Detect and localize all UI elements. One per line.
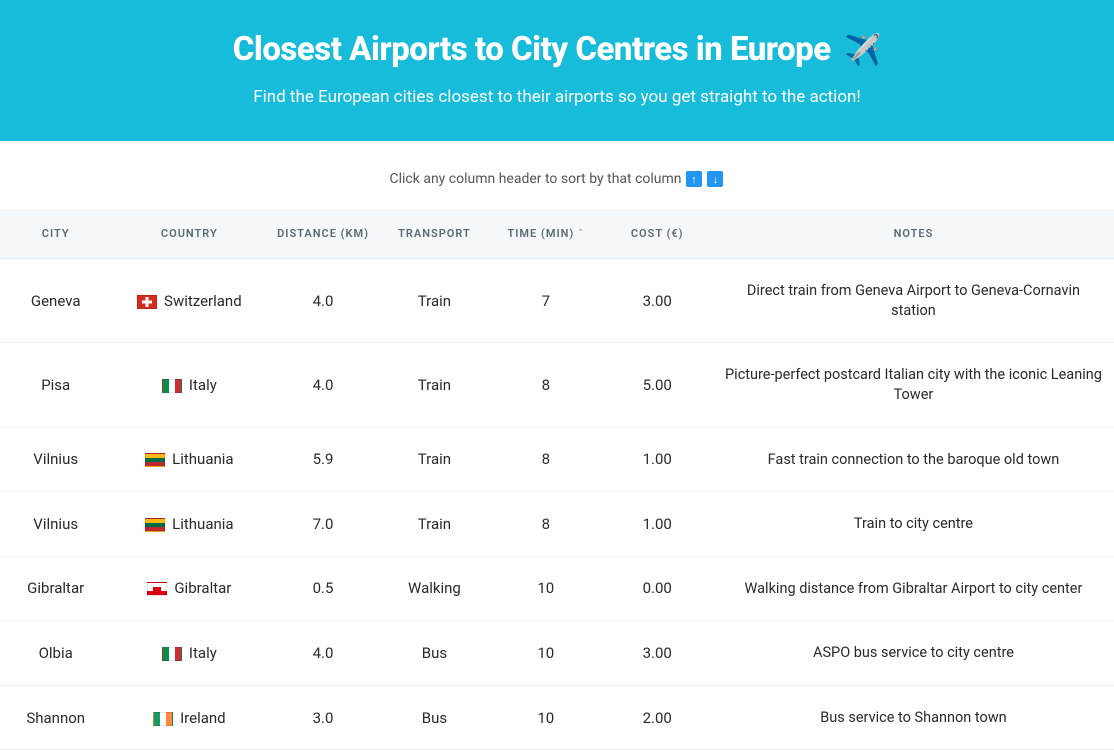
cell-country: Switzerland [111,259,267,343]
col-header-distance[interactable]: Distance (km) [267,209,378,259]
cell-country: Gibraltar [111,556,267,621]
cell-time: 8 [490,343,601,427]
cell-notes: Direct train from Geneva Airport to Gene… [713,259,1114,343]
col-header-time[interactable]: Time (min)ˆ [490,209,601,259]
cell-distance: 4.0 [267,621,378,686]
flag-icon [147,582,167,596]
sort-up-icon: ↑ [686,171,702,187]
cell-notes: ASPO bus service to city centre [713,621,1114,686]
flag-icon [162,379,182,393]
title-text: Closest Airports to City Centres in Euro… [233,30,831,69]
cell-notes: Walking distance from Gibraltar Airport … [713,556,1114,621]
page-title: Closest Airports to City Centres in Euro… [20,30,1094,69]
flag-icon [153,712,173,726]
cell-cost: 1.00 [602,492,713,557]
cell-time: 10 [490,621,601,686]
sort-indicator-icon: ˆ [578,229,584,240]
cell-distance: 7.0 [267,492,378,557]
cell-city: Vilnius [0,492,111,557]
cell-time: 8 [490,492,601,557]
flag-icon [162,647,182,661]
page-subtitle: Find the European cities closest to thei… [20,87,1094,107]
table-header-row: City Country Distance (km) Transport Tim… [0,209,1114,259]
table-row: GibraltarGibraltar0.5Walking100.00Walkin… [0,556,1114,621]
cell-cost: 3.00 [602,621,713,686]
table-row: PisaItaly4.0Train85.00Picture-perfect po… [0,343,1114,427]
cell-distance: 4.0 [267,343,378,427]
table-row: VilniusLithuania5.9Train81.00Fast train … [0,427,1114,492]
cell-distance: 0.5 [267,556,378,621]
table-row: OlbiaItaly4.0Bus103.00ASPO bus service t… [0,621,1114,686]
cell-distance: 5.9 [267,427,378,492]
cell-time: 8 [490,427,601,492]
col-header-cost[interactable]: Cost (€) [602,209,713,259]
cell-notes: Picture-perfect postcard Italian city wi… [713,343,1114,427]
cell-city: Vilnius [0,427,111,492]
cell-distance: 3.0 [267,685,378,750]
cell-notes: Train to city centre [713,492,1114,557]
cell-cost: 5.00 [602,343,713,427]
table-row: GenevaSwitzerland4.0Train73.00Direct tra… [0,259,1114,343]
cell-country: Lithuania [111,427,267,492]
flag-icon [145,453,165,467]
flag-icon [145,518,165,532]
cell-transport: Train [379,343,490,427]
sort-down-icon: ↓ [707,171,723,187]
page-header: Closest Airports to City Centres in Euro… [0,0,1114,141]
cell-country: Italy [111,621,267,686]
instructions-text: Click any column header to sort by that … [390,171,682,187]
cell-country: Ireland [111,685,267,750]
cell-city: Pisa [0,343,111,427]
cell-transport: Bus [379,685,490,750]
col-header-country[interactable]: Country [111,209,267,259]
cell-city: Gibraltar [0,556,111,621]
airports-table: City Country Distance (km) Transport Tim… [0,209,1114,750]
col-header-notes[interactable]: Notes [713,209,1114,259]
cell-cost: 1.00 [602,427,713,492]
table-row: ShannonIreland3.0Bus102.00Bus service to… [0,685,1114,750]
cell-transport: Train [379,427,490,492]
cell-cost: 0.00 [602,556,713,621]
cell-cost: 2.00 [602,685,713,750]
cell-country: Italy [111,343,267,427]
sort-instructions: Click any column header to sort by that … [0,141,1114,209]
cell-transport: Bus [379,621,490,686]
table-row: VilniusLithuania7.0Train81.00Train to ci… [0,492,1114,557]
cell-notes: Bus service to Shannon town [713,685,1114,750]
cell-city: Geneva [0,259,111,343]
col-header-city[interactable]: City [0,209,111,259]
cell-transport: Train [379,259,490,343]
cell-time: 7 [490,259,601,343]
cell-transport: Train [379,492,490,557]
cell-city: Shannon [0,685,111,750]
cell-transport: Walking [379,556,490,621]
col-header-transport[interactable]: Transport [379,209,490,259]
cell-city: Olbia [0,621,111,686]
airplane-icon: ✈️ [844,33,881,68]
cell-time: 10 [490,556,601,621]
cell-distance: 4.0 [267,259,378,343]
cell-time: 10 [490,685,601,750]
cell-country: Lithuania [111,492,267,557]
flag-icon [137,295,157,309]
cell-cost: 3.00 [602,259,713,343]
cell-notes: Fast train connection to the baroque old… [713,427,1114,492]
